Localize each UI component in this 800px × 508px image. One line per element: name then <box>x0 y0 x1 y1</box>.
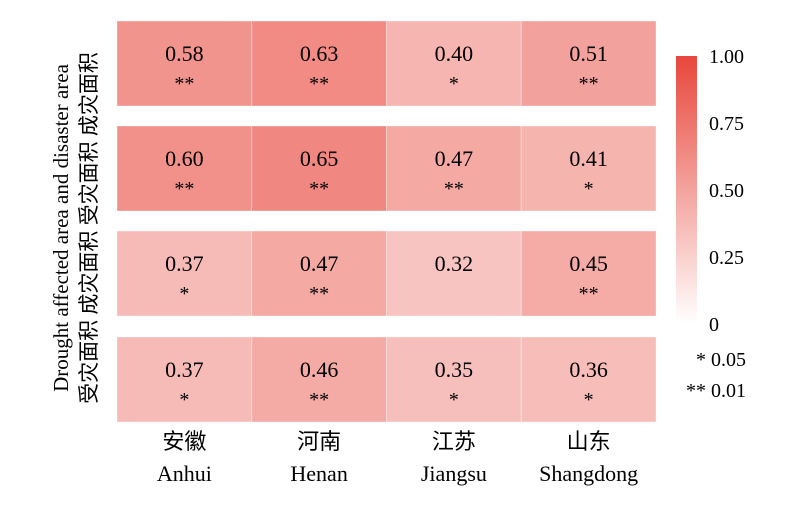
y-axis-label: Drought affected area and disaster area … <box>49 52 101 404</box>
cell-value-label: 0.51 <box>569 41 608 66</box>
x-tick-label-zh: 山东 <box>567 429 611 454</box>
heatmap-cell: 0.37 * <box>116 336 253 423</box>
heatmap-cell: 0.35 * <box>386 336 522 423</box>
heatmap-cell: 0.41 * <box>520 125 657 212</box>
x-axis-ticks: 安徽 Anhui 河南 Henan 江苏 Jiangsu 山东 Shangdong <box>157 429 638 486</box>
cell-value-label: 0.36 <box>569 357 608 382</box>
cell-significance-label: ** <box>444 178 464 200</box>
x-tick-label-en: Anhui <box>157 461 212 486</box>
colorbar-tick-label: 0.50 <box>709 180 744 202</box>
colorbar-tick-label: 0.75 <box>709 113 744 135</box>
colorbar-tick-label: 1.00 <box>709 46 744 68</box>
cell-value-label: 0.45 <box>569 251 608 276</box>
heatmap-cell-fill <box>116 336 253 423</box>
cell-value-label: 0.32 <box>435 251 474 276</box>
heatmap-cell: 0.45 ** <box>520 230 657 317</box>
heatmap-cell: 0.46 ** <box>251 336 387 423</box>
heatmap-cell-fill <box>520 336 657 423</box>
heatmap-cell: 0.65 ** <box>251 125 387 212</box>
cell-significance-label: * <box>449 389 459 411</box>
cell-significance-label: ** <box>309 73 329 95</box>
heatmap-cells: 0.58**0.63**0.40*0.51**0.60**0.65**0.47*… <box>116 20 657 423</box>
cell-significance-label: * <box>179 283 189 305</box>
heatmap-cell-fill <box>251 230 387 317</box>
x-tick-label-en: Shangdong <box>539 461 638 486</box>
heatmap-cell-fill <box>116 125 253 212</box>
x-tick-label-zh: 江苏 <box>432 429 476 454</box>
cell-value-label: 0.35 <box>435 357 474 382</box>
heatmap-cell-fill <box>251 20 387 107</box>
heatmap-cell: 0.63 ** <box>251 20 387 107</box>
colorbar-tick-label: 0 <box>709 314 719 336</box>
y-axis-label-line-1: Drought affected area and disaster area <box>49 63 73 392</box>
cell-value-label: 0.60 <box>165 146 204 171</box>
heatmap-cell-fill <box>386 20 522 107</box>
cell-significance-label: ** <box>579 73 599 95</box>
heatmap-cell: 0.47 ** <box>386 125 522 212</box>
cell-significance-label: ** <box>174 73 194 95</box>
cell-value-label: 0.58 <box>165 41 204 66</box>
y-axis-label-line-2: 受灾面积 成灾面积 受灾面积 成灾面积 <box>77 52 101 404</box>
heatmap-cell-fill <box>520 125 657 212</box>
heatmap-cell-fill <box>116 230 253 317</box>
colorbar-ticks: 1.00 0.75 0.50 0.25 0 <box>697 46 744 336</box>
heatmap-cell-fill <box>386 125 522 212</box>
cell-value-label: 0.37 <box>165 357 204 382</box>
heatmap-cell-fill <box>251 125 387 212</box>
cell-significance-label: * <box>179 389 189 411</box>
heatmap-cell: 0.37 * <box>116 230 253 317</box>
cell-value-label: 0.40 <box>435 41 474 66</box>
cell-significance-label: ** <box>174 178 194 200</box>
heatmap-cell-fill <box>520 20 657 107</box>
cell-significance-label: * <box>449 73 459 95</box>
heatmap-cell: 0.32 <box>386 230 522 317</box>
cell-value-label: 0.41 <box>569 146 608 171</box>
cell-value-label: 0.65 <box>300 146 339 171</box>
cell-value-label: 0.46 <box>300 357 339 382</box>
heatmap-cell-fill <box>116 20 253 107</box>
heatmap-cell: 0.47 ** <box>251 230 387 317</box>
x-tick-label-zh: 河南 <box>297 429 341 454</box>
cell-value-label: 0.37 <box>165 251 204 276</box>
heatmap-cell: 0.36 * <box>520 336 657 423</box>
significance-legend: * 0.05 ** 0.01 <box>686 349 746 402</box>
heatmap-cell: 0.60 ** <box>116 125 253 212</box>
cell-significance-label: * <box>584 389 594 411</box>
heatmap-cell: 0.40 * <box>386 20 522 107</box>
cell-significance-label: ** <box>579 283 599 305</box>
colorbar <box>676 56 697 324</box>
heatmap-cell-fill <box>520 230 657 317</box>
cell-significance-label: ** <box>309 389 329 411</box>
cell-significance-label: * <box>584 178 594 200</box>
colorbar-tick-label: 0.25 <box>709 247 744 269</box>
heatmap-cell-fill <box>251 336 387 423</box>
cell-value-label: 0.47 <box>435 146 474 171</box>
sig-legend-001: ** 0.01 <box>686 380 746 402</box>
x-tick-label-en: Jiangsu <box>421 461 487 486</box>
cell-significance-label: ** <box>309 283 329 305</box>
x-tick-label-en: Henan <box>290 461 347 486</box>
heatmap-cell: 0.51 ** <box>520 20 657 107</box>
x-tick-label-zh: 安徽 <box>162 429 206 454</box>
sig-legend-005: * 0.05 <box>696 349 746 371</box>
heatmap-cell: 0.58 ** <box>116 20 253 107</box>
heatmap-cell-fill <box>386 336 522 423</box>
cell-value-label: 0.47 <box>300 251 339 276</box>
cell-value-label: 0.63 <box>300 41 339 66</box>
cell-significance-label: ** <box>309 178 329 200</box>
